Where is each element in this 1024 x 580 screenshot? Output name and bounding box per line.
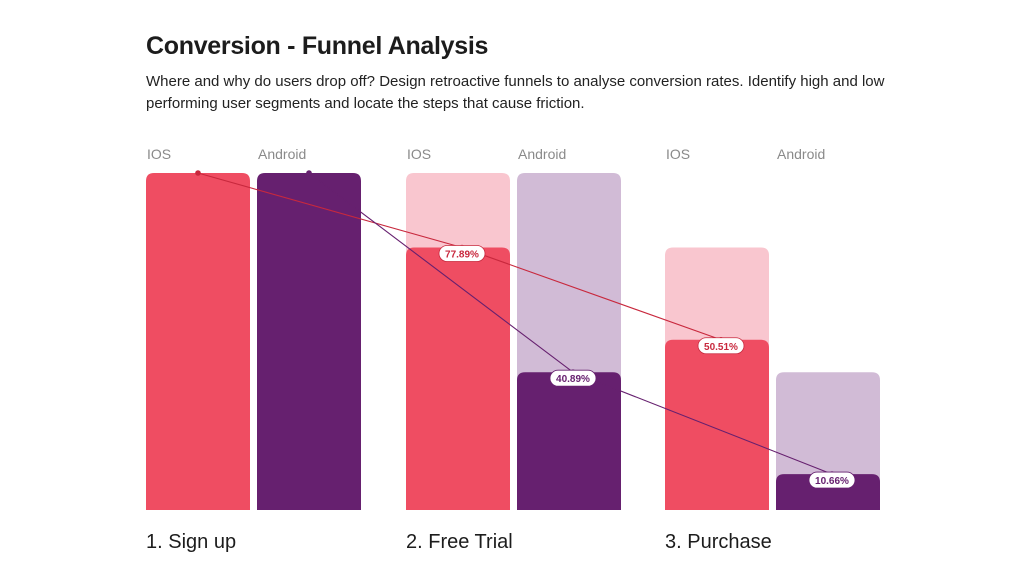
series-label-android-2: Android	[518, 146, 566, 162]
data-label-android-3: 10.66%	[815, 476, 849, 487]
series-label-ios-1: IOS	[147, 146, 171, 162]
category-label-3: 3. Purchase	[665, 531, 772, 553]
bar-android-1	[257, 173, 361, 510]
data-label-bg-ios-3	[697, 337, 745, 355]
data-label-ios-3: 50.51%	[704, 342, 738, 353]
category-label-1: 1. Sign up	[146, 531, 236, 553]
category-label-2: 2. Free Trial	[406, 531, 513, 553]
bar-ios-3	[665, 339, 769, 510]
series-label-ios-3: IOS	[666, 146, 690, 162]
conversion-point-ios-1	[195, 170, 201, 176]
series-label-android-1: Android	[258, 146, 306, 162]
series-label-android-3: Android	[777, 146, 825, 162]
data-label-bg-android-3	[808, 471, 856, 489]
page-subtitle: Where and why do users drop off? Design …	[146, 73, 885, 112]
data-label-android-2: 40.89%	[556, 374, 590, 385]
conversion-point-android-1	[306, 170, 312, 176]
bar-ios-1	[146, 173, 250, 510]
bar-ios-2	[406, 247, 510, 511]
series-label-ios-2: IOS	[407, 146, 431, 162]
page-title: Conversion - Funnel Analysis	[146, 32, 489, 60]
data-label-bg-android-2	[549, 369, 597, 387]
data-label-ios-2: 77.89%	[445, 250, 479, 261]
data-label-bg-ios-2	[438, 245, 486, 262]
bar-android-2	[517, 372, 621, 510]
